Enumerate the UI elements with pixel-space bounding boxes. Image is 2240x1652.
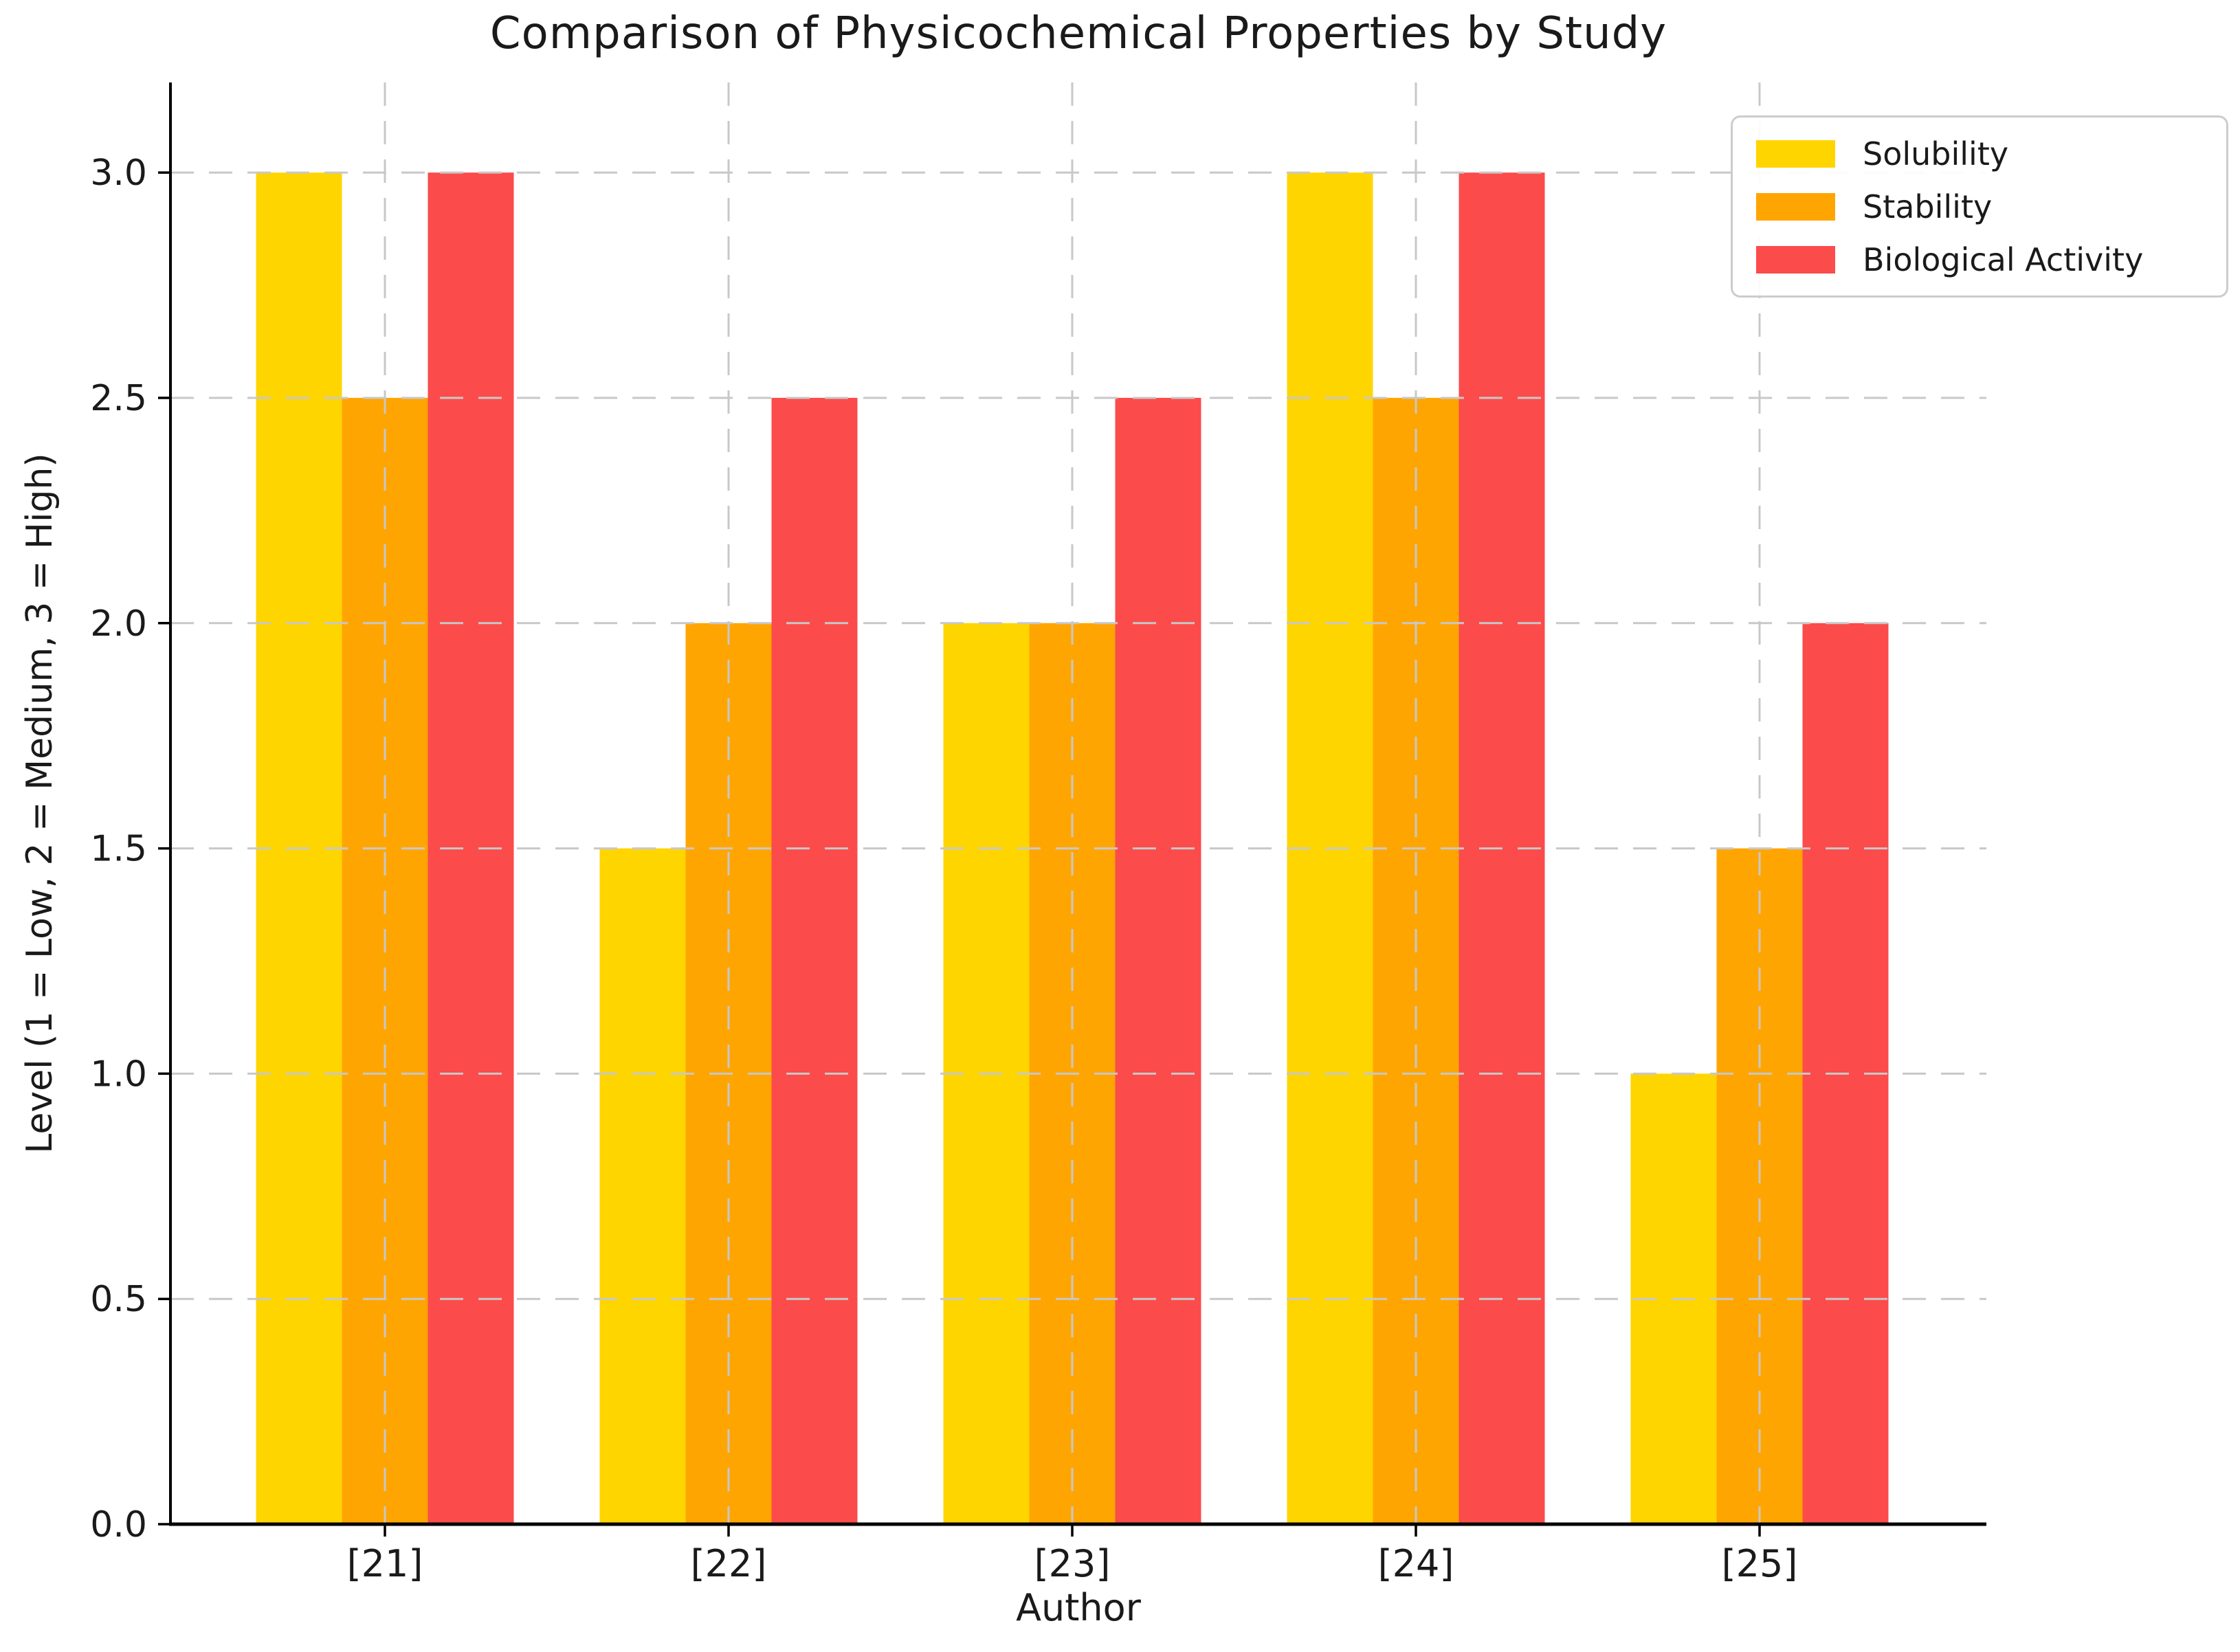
x-tick-label: [24] — [1378, 1542, 1454, 1585]
chart-title: Comparison of Physicochemical Properties… — [489, 8, 1667, 59]
y-axis-label: Level (1 = Low, 2 = Medium, 3 = High) — [19, 453, 60, 1154]
y-tick-label: 1.0 — [90, 1053, 147, 1095]
bar-solubility-[22] — [599, 848, 686, 1524]
legend-swatch-solubility — [1756, 139, 1835, 168]
legend-label-solubility: Solubility — [1863, 135, 2009, 172]
x-tick-label: [25] — [1722, 1542, 1798, 1585]
y-tick-label: 1.5 — [90, 829, 147, 870]
x-tick-label: [23] — [1034, 1542, 1111, 1585]
legend-item-solubility: Solubility — [1756, 135, 2203, 172]
legend-label-stability: Stability — [1863, 188, 1993, 225]
y-tick-label: 0.5 — [90, 1279, 147, 1320]
y-tick-label: 0.0 — [90, 1504, 147, 1545]
legend-item-biological-activity: Biological Activity — [1756, 241, 2203, 278]
x-axis-label: Author — [1016, 1586, 1141, 1629]
legend-item-stability: Stability — [1756, 188, 2203, 225]
legend-label-biological-activity: Biological Activity — [1863, 241, 2144, 278]
y-tick-label: 2.5 — [90, 378, 147, 419]
x-tick-label: [22] — [691, 1542, 767, 1585]
x-tick-label: [21] — [347, 1542, 423, 1585]
bar-biological-activity-[22] — [771, 397, 858, 1524]
legend-swatch-biological-activity — [1756, 245, 1835, 274]
y-tick-label: 2.0 — [90, 603, 147, 645]
legend: Solubility Stability Biological Activity — [1731, 115, 2228, 298]
legend-swatch-stability — [1756, 192, 1835, 221]
y-tick-label: 3.0 — [90, 153, 147, 194]
bar-biological-activity-[23] — [1115, 397, 1201, 1524]
